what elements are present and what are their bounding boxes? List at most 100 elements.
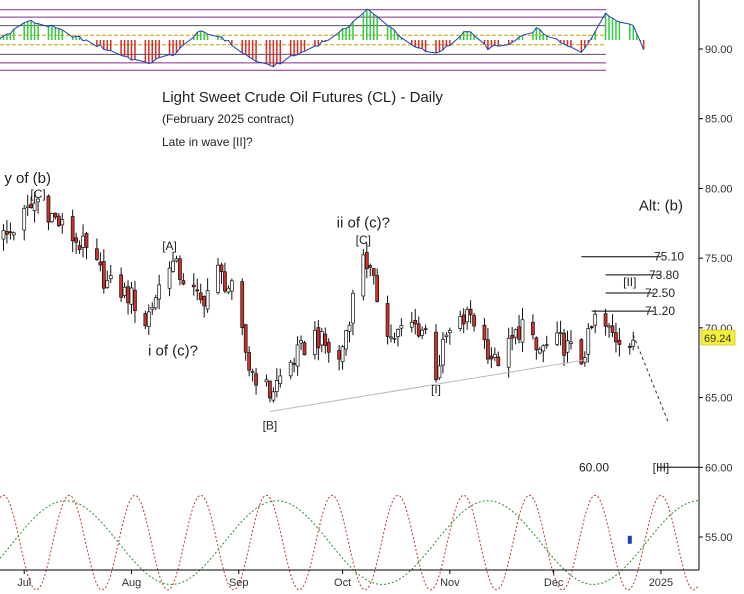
candle-body [133,289,137,311]
candle-body [119,274,123,298]
candle-body [555,332,559,345]
candle-body [510,335,514,339]
candle-body [458,316,463,329]
candle-body [254,373,258,386]
candle-body [202,296,207,307]
candle-body [22,208,27,231]
candle-body [247,352,251,371]
candle-body [482,324,487,341]
candle-body [423,328,428,330]
candle-body [46,195,51,223]
candle-body [468,308,473,316]
x-tick-label: Dec [544,577,564,589]
candle-body [586,328,591,355]
candle-body [409,322,414,328]
candle-body [340,346,345,363]
candle-body [461,314,466,325]
candle-body [98,261,103,266]
candle-body [614,332,618,343]
candle-body [371,268,376,276]
oscillator-histogram [0,9,645,67]
candle-body [181,280,186,285]
candle-body [506,337,511,368]
wave-label: [B] [263,419,278,433]
candle-body [216,264,220,293]
chart-subtitle: (February 2025 contract) [162,112,294,126]
candle-body [74,237,78,243]
candle-body [496,356,501,367]
chart-title: Light Sweet Crude Oil Futures (CL) - Dai… [162,89,443,106]
candle-body [56,215,61,227]
candle-body [337,350,341,360]
candle-body [157,284,162,300]
candle-body [95,248,99,260]
candle-body [569,341,573,344]
candle-body [399,325,404,329]
candle-body [534,337,539,351]
candle-body [11,232,16,236]
price-candles [1,191,636,403]
candle-body [191,284,196,288]
candle-body [368,265,373,268]
candle-body [229,280,234,292]
wave-label: [I] [431,382,441,396]
cycle-waves [0,494,699,591]
cycle-wave [0,494,699,591]
wave-labels: y of (b)[C][A]i of (c)?ii of (c)?[C][B][… [4,170,683,475]
candle-body [143,313,148,327]
level-label: 60.00 [579,460,609,474]
y-tick-label: 85.00 [705,114,733,126]
level-label: 71.20 [645,304,675,318]
x-tick-label: Aug [122,577,142,589]
trendline [269,359,585,413]
x-axis: Jul Aug Sep Oct Nov Dec 2025 [0,569,699,589]
candle-body [385,303,390,337]
x-tick-label: Jul [17,577,31,589]
candle-body [271,391,276,401]
candle-body [562,332,566,356]
candle-body [167,267,172,289]
y-tick-label: 75.00 [705,253,733,265]
candle-body [416,323,421,337]
candle-body [313,330,317,355]
candle-body [195,289,200,292]
oscillator-line [0,8,645,68]
level-label: 73.80 [649,268,679,282]
candle-body [5,231,9,235]
candle-body [53,212,58,218]
candle-body [323,333,328,346]
candle-body [70,216,75,242]
price-levels: 75.10 73.80 72.50 71.20 60.00 [579,250,699,474]
candle-body [288,362,293,377]
candle-body [268,380,272,399]
candle-body [593,313,598,326]
oscillator-panel [0,8,645,71]
candle-body [486,339,490,360]
candle-body [520,319,525,343]
y-tick-label: 60.00 [705,462,733,474]
candle-body [29,203,33,208]
candle-body [558,332,563,334]
candle-body [413,320,418,325]
candle-body [492,353,497,358]
candle-body [205,290,210,310]
candle-body [607,325,611,328]
candle-body [434,331,438,381]
y-tick-label: 65.00 [705,393,733,405]
x-tick-label: Oct [334,577,351,589]
candle-body [171,260,175,272]
candle-body [579,339,584,365]
candle-body [603,313,608,327]
candle-body [437,365,442,379]
wave-label: ii of (c)? [337,214,390,231]
candle-body [565,340,570,353]
candle-body [299,340,303,344]
candle-body [326,341,331,353]
level-label: 72.50 [645,286,675,300]
candle-body [36,198,40,203]
candle-body [319,331,324,346]
candle-body [198,292,203,300]
level-label: 75.10 [654,250,684,264]
projection-line [632,334,669,422]
